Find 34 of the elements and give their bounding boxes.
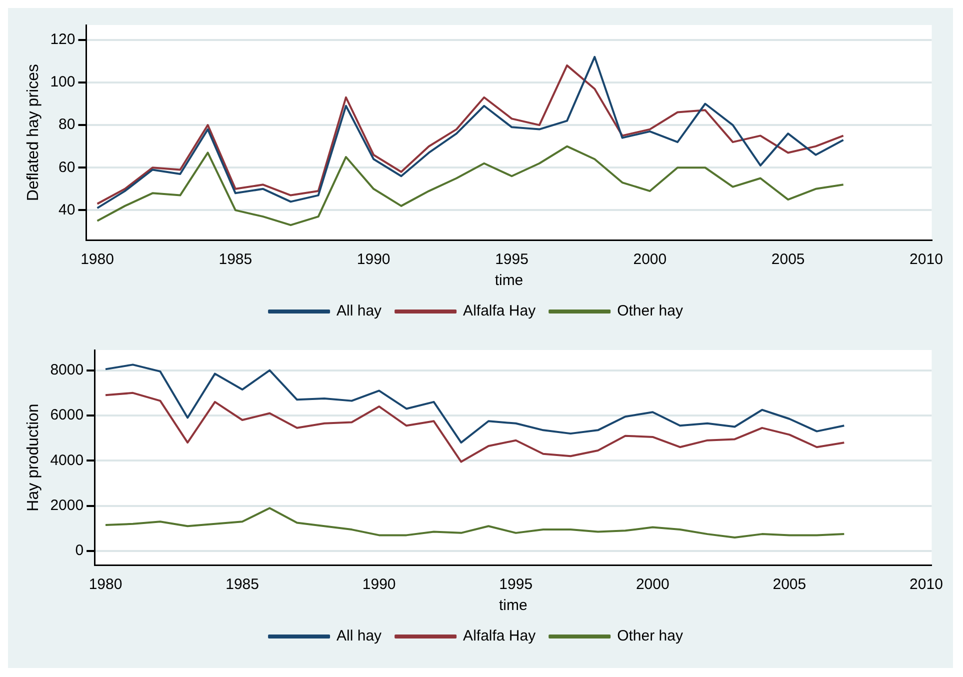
y-tick-label: 120 — [50, 31, 76, 48]
y-axis-title: Deflated hay prices — [25, 64, 42, 201]
y-tick-label: 4000 — [50, 452, 84, 469]
x-tick-label: 2000 — [633, 251, 667, 268]
legend-label: Alfalfa Hay — [463, 628, 536, 645]
y-tick-label: 8000 — [50, 361, 84, 378]
y-tick-label: 80 — [58, 116, 76, 134]
x-tick-label: 1980 — [80, 251, 114, 268]
x-tick-label: 2010 — [910, 576, 943, 594]
legend-label: All hay — [336, 302, 382, 320]
x-tick-label: 1990 — [356, 251, 390, 268]
x-tick-label: 1990 — [362, 576, 396, 594]
x-axis-title: time — [498, 597, 528, 614]
y-tick-label: 40 — [58, 201, 76, 218]
legend-label: Alfalfa Hay — [463, 302, 536, 320]
x-tick-label: 1985 — [226, 576, 259, 594]
x-axis-title: time — [494, 272, 524, 290]
legend-label: Other hay — [617, 628, 684, 645]
x-tick-label: 1985 — [218, 251, 252, 268]
y-axis-title: Hay production — [25, 404, 42, 512]
y-tick-label: 60 — [58, 158, 76, 176]
x-tick-label: 2010 — [910, 251, 943, 268]
y-tick-label: 100 — [50, 74, 76, 91]
y-tick-label: 6000 — [50, 406, 84, 424]
y-tick-label: 0 — [75, 542, 84, 560]
x-tick-label: 2005 — [772, 576, 806, 594]
x-tick-label: 2000 — [636, 576, 670, 594]
x-tick-label: 1995 — [499, 576, 533, 594]
legend-label: All hay — [336, 628, 382, 645]
legend-label: Other hay — [617, 302, 684, 320]
x-tick-label: 2005 — [771, 251, 805, 268]
x-tick-label: 1980 — [88, 576, 122, 594]
y-tick-label: 2000 — [50, 496, 84, 514]
x-tick-label: 1995 — [495, 251, 528, 268]
